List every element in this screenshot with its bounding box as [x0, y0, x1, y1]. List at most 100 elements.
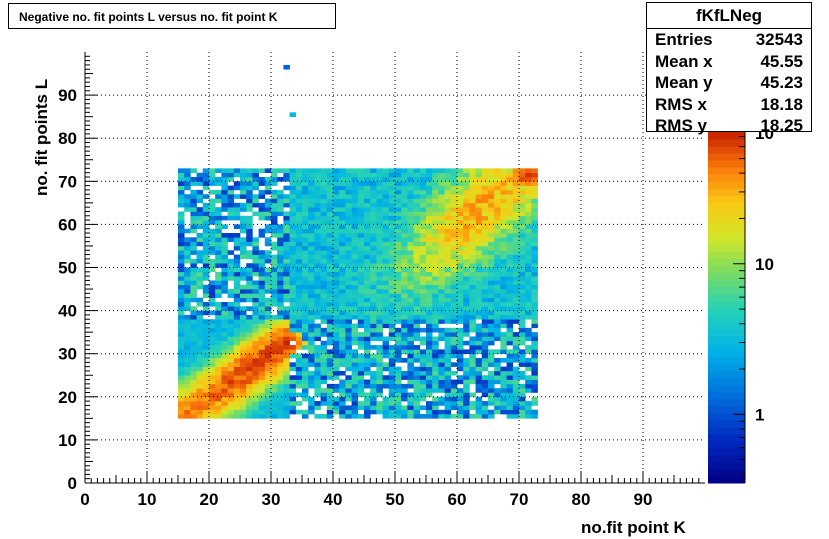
heatmap-bin [190, 198, 197, 204]
heatmap-bin [357, 362, 365, 367]
heatmap-bin [233, 185, 241, 191]
heatmap-bin [494, 168, 501, 173]
heatmap-bin [283, 258, 290, 264]
heatmap-bin [512, 228, 520, 234]
heatmap-bin [438, 233, 445, 238]
heatmap-bin [419, 392, 427, 398]
heatmap-bin [370, 181, 377, 186]
heatmap-bin [277, 207, 284, 212]
heatmap-bin [302, 327, 309, 333]
heatmap-bin [289, 409, 297, 415]
heatmap-bin [295, 370, 303, 376]
heatmap-bin [450, 263, 458, 268]
heatmap-bin [345, 323, 352, 329]
heatmap-bin [252, 267, 259, 273]
heatmap-bin [413, 388, 421, 393]
heatmap-bin [240, 271, 247, 277]
heatmap-bin [407, 392, 414, 398]
heatmap-bin [426, 409, 433, 415]
heatmap-bin [178, 349, 185, 354]
heatmap-bin [370, 362, 377, 367]
heatmap-bin [413, 314, 421, 320]
heatmap-bin [364, 297, 371, 303]
heatmap-bin [215, 336, 222, 342]
heatmap-bin [184, 366, 191, 372]
heatmap-bin [196, 336, 204, 342]
heatmap-bin [364, 370, 371, 376]
heatmap-bin [246, 345, 253, 350]
heatmap-bin [196, 194, 204, 199]
heatmap-bin [333, 207, 340, 212]
heatmap-bin [295, 237, 303, 242]
heatmap-bin [314, 353, 321, 359]
stats-row-rms-y: RMS y 18.25 [647, 115, 811, 137]
heatmap-bin [271, 271, 278, 277]
heatmap-bin [506, 388, 514, 393]
heatmap-bin [401, 280, 408, 286]
heatmap-bin [190, 388, 197, 393]
heatmap-bin [519, 276, 526, 281]
heatmap-bin [209, 250, 216, 255]
heatmap-bin [401, 370, 408, 376]
heatmap-bin [351, 366, 359, 372]
heatmap-bin [202, 362, 210, 367]
heatmap-bin [450, 168, 458, 173]
heatmap-bin [475, 327, 483, 333]
heatmap-bin [401, 181, 408, 186]
heatmap-bin [506, 332, 514, 337]
heatmap-bin [240, 276, 247, 281]
heatmap-bin [376, 353, 383, 359]
heatmap-bin [401, 198, 408, 204]
heatmap-bin [271, 289, 278, 294]
heatmap-bin [500, 267, 507, 273]
heatmap-bin [252, 392, 259, 398]
heatmap-bin [450, 336, 458, 342]
heatmap-bin [395, 332, 402, 337]
heatmap-bin [308, 314, 315, 320]
palette-band [708, 181, 745, 189]
heatmap-bin [407, 289, 414, 294]
heatmap-bin [364, 349, 371, 354]
heatmap-bin [488, 284, 495, 290]
heatmap-bin [227, 405, 235, 411]
heatmap-bin [289, 401, 297, 406]
heatmap-bin [469, 327, 476, 333]
heatmap-bin [221, 289, 228, 294]
heatmap-bin [252, 340, 259, 346]
heatmap-bin [500, 340, 507, 346]
heatmap-bin [401, 349, 408, 354]
heatmap-bin [481, 267, 489, 273]
heatmap-bin [426, 284, 433, 290]
heatmap-bin [370, 405, 377, 411]
heatmap-bin [314, 258, 321, 264]
heatmap-bin [333, 237, 340, 242]
heatmap-bin [289, 185, 297, 191]
heatmap-bin [525, 181, 532, 186]
heatmap-bin [227, 358, 235, 363]
heatmap-bin [357, 336, 365, 342]
heatmap-bin [246, 323, 253, 329]
heatmap-bin [364, 379, 371, 385]
heatmap-bin [388, 405, 396, 411]
heatmap-bin [351, 237, 359, 242]
heatmap-bin [258, 340, 266, 346]
x-tick-label: 20 [200, 490, 219, 509]
heatmap-bin [426, 375, 433, 380]
heatmap-bin [357, 310, 365, 316]
heatmap-bin [264, 168, 272, 173]
heatmap-bin [215, 409, 222, 415]
heatmap-bin [444, 271, 452, 277]
heatmap-bin [432, 388, 439, 393]
heatmap-bin [258, 396, 266, 402]
heatmap-bin [438, 198, 445, 204]
heatmap-bin [252, 358, 259, 363]
heatmap-bin [308, 284, 315, 290]
heatmap-bin [370, 409, 377, 415]
heatmap-bin [450, 250, 458, 255]
heatmap-bin [264, 297, 272, 303]
heatmap-bin [227, 267, 235, 273]
heatmap-bin [500, 271, 507, 277]
heatmap-bin [308, 379, 315, 385]
heatmap-bin [190, 336, 197, 342]
heatmap-bin [413, 237, 421, 242]
